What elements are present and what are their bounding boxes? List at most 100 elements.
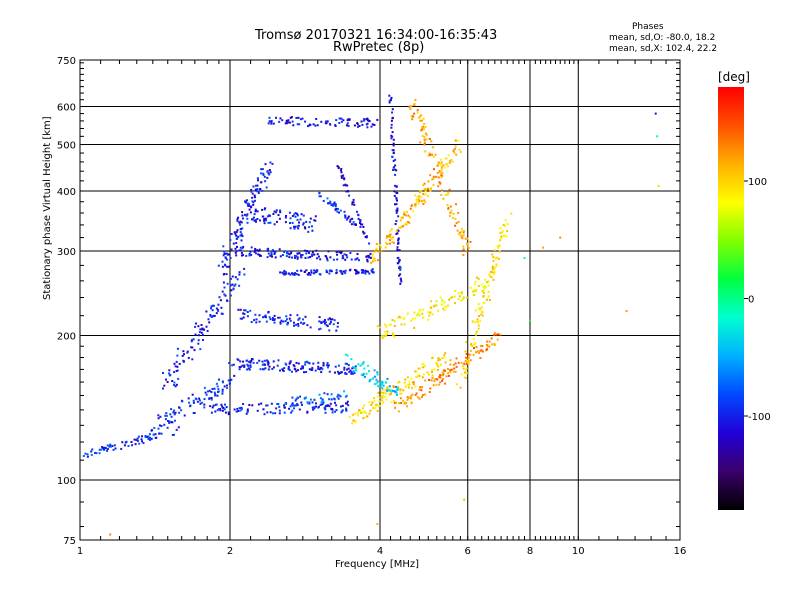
data-point bbox=[376, 259, 379, 262]
data-point bbox=[411, 117, 414, 120]
data-point bbox=[356, 411, 359, 414]
data-point bbox=[262, 173, 265, 176]
phase-stats-title: Phases bbox=[632, 22, 664, 32]
data-point bbox=[293, 365, 296, 368]
data-point bbox=[254, 313, 257, 316]
data-point bbox=[255, 184, 257, 187]
data-point bbox=[286, 318, 288, 321]
data-point bbox=[472, 338, 475, 340]
data-point bbox=[283, 273, 286, 275]
data-point bbox=[390, 137, 393, 140]
data-point bbox=[382, 401, 385, 404]
data-point bbox=[393, 335, 396, 338]
data-point bbox=[226, 258, 229, 261]
x-tick-label: 16 bbox=[674, 546, 687, 557]
data-point bbox=[230, 289, 233, 292]
data-point bbox=[347, 215, 350, 218]
data-point bbox=[249, 309, 252, 312]
data-point bbox=[373, 400, 376, 403]
data-point bbox=[498, 257, 501, 260]
data-point bbox=[396, 192, 399, 195]
data-point bbox=[365, 255, 368, 258]
data-point bbox=[397, 316, 400, 319]
data-point bbox=[109, 533, 112, 536]
data-point bbox=[269, 318, 272, 321]
x-tick-label: 2 bbox=[227, 546, 233, 557]
data-point bbox=[419, 386, 422, 389]
data-point bbox=[198, 331, 201, 334]
data-point bbox=[209, 315, 212, 318]
data-point bbox=[221, 260, 224, 263]
data-point bbox=[329, 202, 332, 205]
data-point bbox=[462, 367, 465, 370]
data-point bbox=[307, 256, 310, 259]
data-point bbox=[437, 163, 440, 166]
data-point bbox=[211, 309, 214, 312]
data-point bbox=[393, 320, 396, 323]
data-point bbox=[415, 201, 418, 203]
data-point bbox=[274, 250, 277, 253]
data-point bbox=[425, 133, 428, 136]
data-point bbox=[436, 362, 438, 365]
data-point bbox=[419, 115, 422, 118]
data-point bbox=[344, 269, 347, 272]
data-point bbox=[285, 363, 288, 366]
data-point bbox=[349, 252, 352, 254]
data-point bbox=[323, 322, 326, 325]
data-point bbox=[428, 391, 431, 393]
data-point bbox=[197, 339, 200, 342]
data-point bbox=[299, 118, 302, 121]
x-tick-label: 6 bbox=[465, 546, 471, 557]
data-point bbox=[412, 381, 414, 384]
data-point bbox=[257, 253, 260, 256]
data-point bbox=[497, 333, 500, 336]
data-point bbox=[239, 317, 242, 320]
data-point bbox=[429, 306, 432, 309]
data-point bbox=[382, 394, 385, 397]
data-point bbox=[328, 370, 331, 373]
data-point bbox=[258, 320, 261, 323]
data-point bbox=[397, 381, 400, 384]
data-point bbox=[394, 406, 397, 409]
data-point bbox=[305, 396, 307, 399]
data-point bbox=[451, 160, 454, 163]
data-point bbox=[491, 267, 494, 270]
data-point bbox=[328, 405, 331, 408]
data-point bbox=[284, 216, 287, 219]
data-point bbox=[239, 308, 242, 311]
data-point bbox=[462, 254, 465, 256]
data-point bbox=[350, 372, 353, 375]
data-point bbox=[131, 444, 134, 447]
data-point bbox=[266, 176, 269, 179]
data-point bbox=[277, 214, 280, 217]
data-point bbox=[337, 372, 340, 375]
data-point bbox=[396, 207, 399, 210]
data-point bbox=[362, 230, 365, 233]
data-point bbox=[248, 368, 251, 371]
data-point bbox=[379, 404, 382, 407]
data-point bbox=[229, 294, 232, 297]
data-point bbox=[147, 438, 150, 440]
data-point bbox=[403, 381, 406, 384]
data-point bbox=[436, 164, 439, 167]
data-point bbox=[127, 445, 130, 447]
data-point bbox=[414, 385, 417, 388]
data-point bbox=[327, 364, 330, 367]
data-point bbox=[414, 205, 417, 208]
data-point bbox=[264, 217, 267, 220]
data-point bbox=[388, 94, 391, 97]
data-point bbox=[441, 357, 444, 360]
data-point bbox=[246, 368, 249, 371]
data-point bbox=[335, 250, 338, 253]
data-point bbox=[207, 318, 210, 321]
data-point bbox=[375, 247, 378, 250]
data-point bbox=[313, 406, 316, 409]
data-point bbox=[400, 392, 403, 395]
data-point bbox=[292, 404, 294, 407]
data-point bbox=[375, 403, 378, 406]
data-point bbox=[456, 229, 459, 232]
data-point bbox=[362, 411, 365, 414]
data-point bbox=[189, 404, 192, 407]
data-point bbox=[305, 252, 308, 255]
data-point bbox=[480, 306, 483, 309]
